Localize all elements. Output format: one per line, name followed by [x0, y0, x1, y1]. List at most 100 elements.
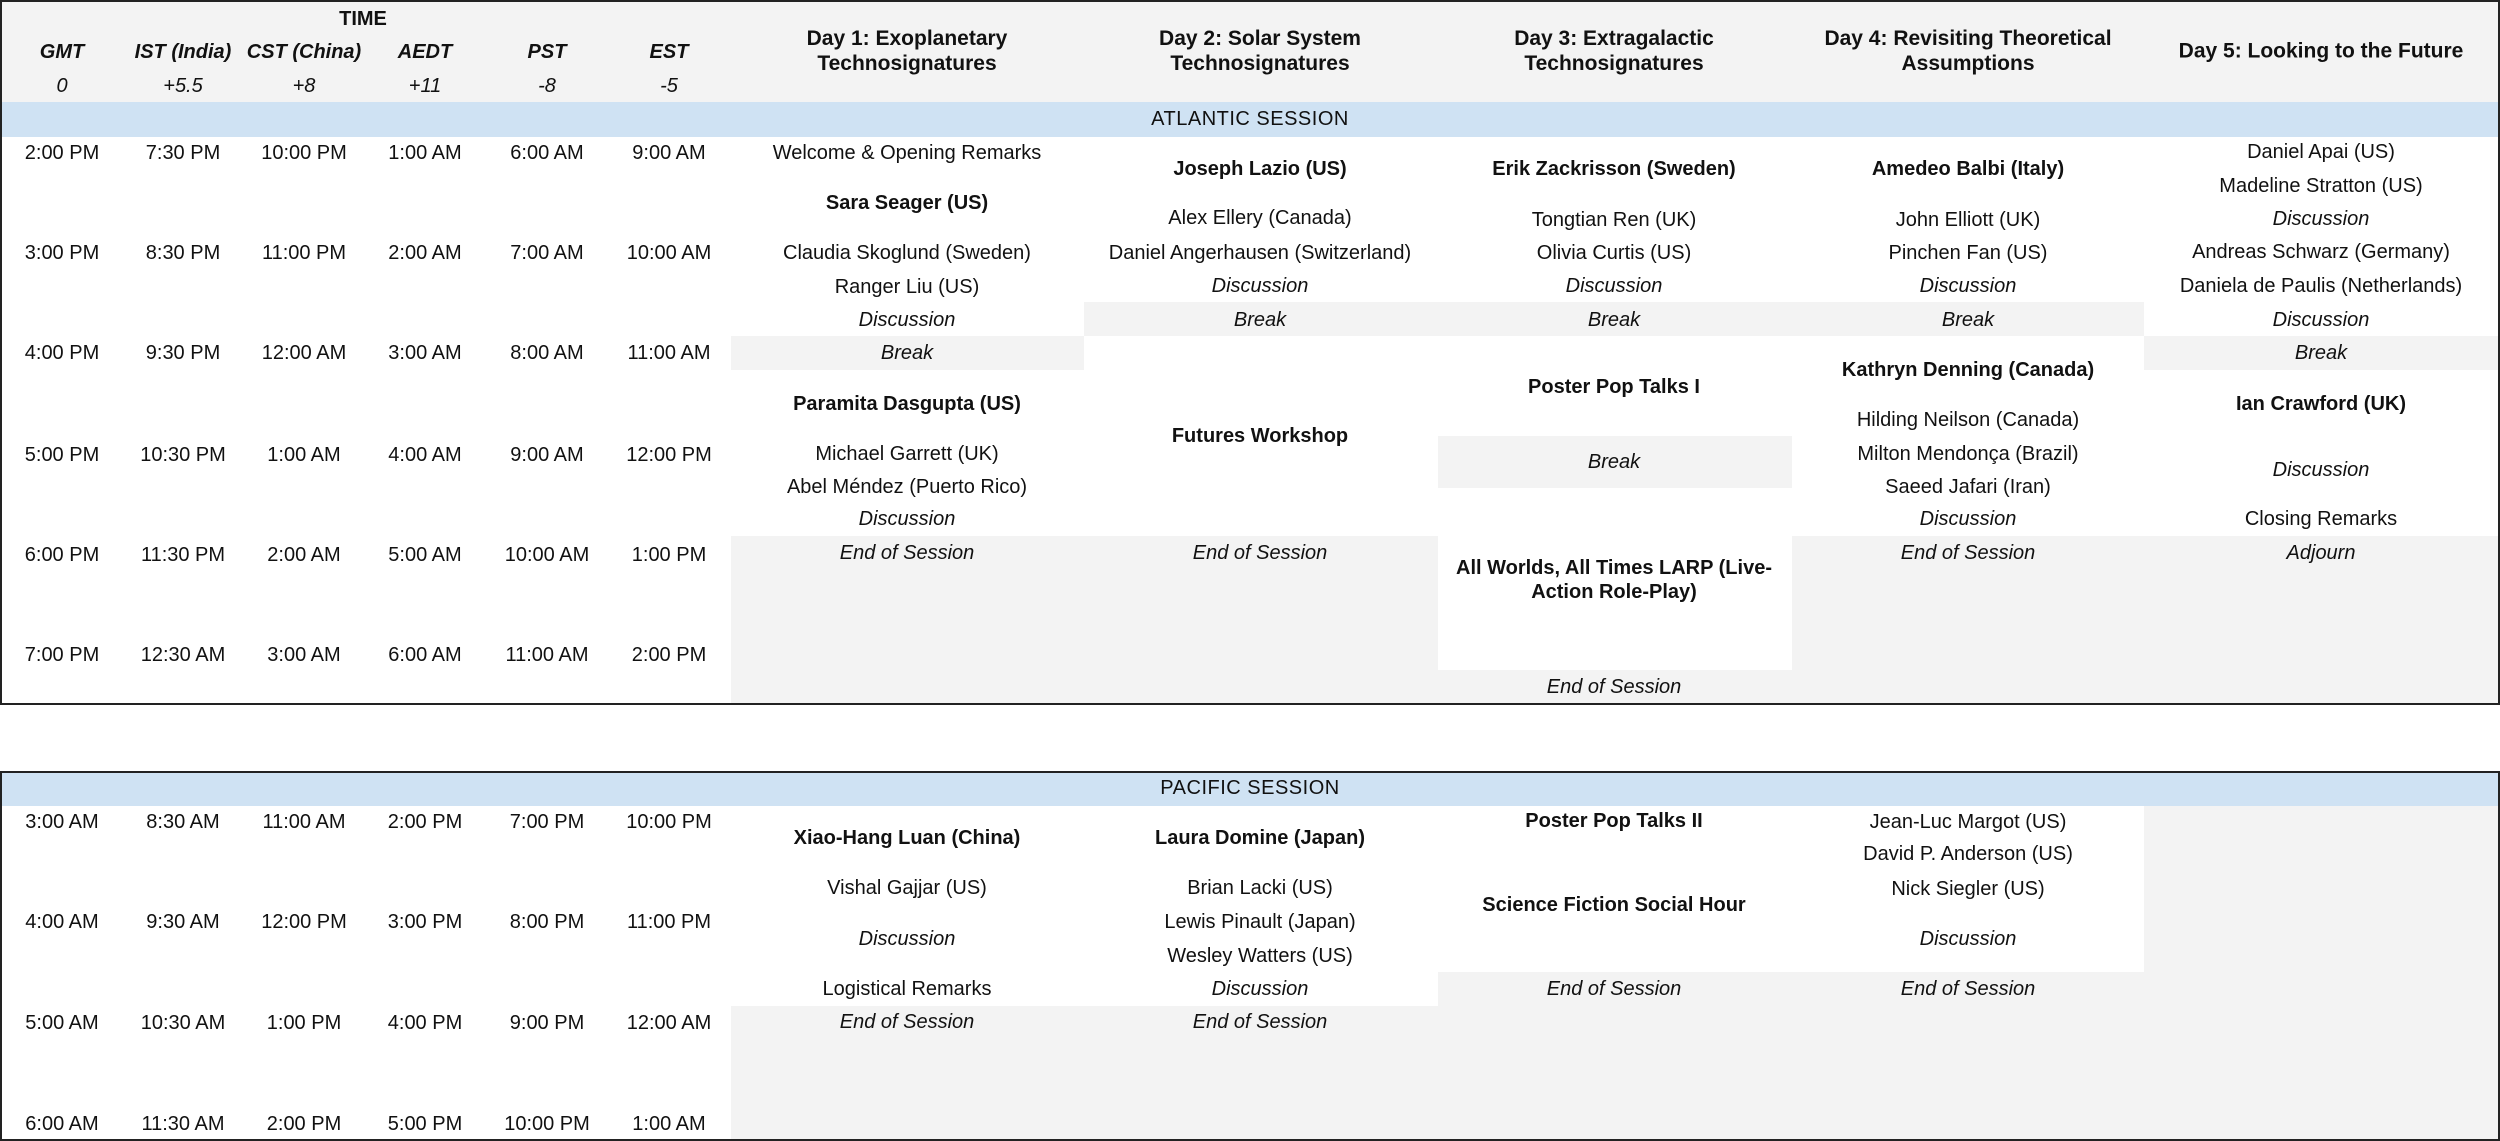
tz-offset-pst: -8 — [538, 75, 556, 97]
time-cell: 10:00 AM — [626, 242, 712, 264]
day4-talk: Saeed Jafari (Iran) — [1885, 476, 2051, 498]
time-cell: 3:00 AM — [267, 644, 341, 666]
time-cell: 7:00 AM — [510, 242, 584, 264]
header-band — [0, 0, 2500, 102]
time-cell: 6:00 AM — [388, 644, 462, 666]
pacific-day5-empty — [2144, 806, 2500, 1141]
pacific-day1-keynote: Xiao-Hang Luan (China) — [793, 827, 1021, 849]
time-cell: 10:30 PM — [140, 444, 226, 466]
day1-talk: Abel Méndez (Puerto Rico) — [786, 476, 1028, 498]
pacific-day2-talk: Brian Lacki (US) — [1187, 877, 1333, 899]
pacific-day1-end: End of Session — [839, 1011, 975, 1033]
pacific-day2-end-area — [1084, 1006, 1438, 1141]
time-cell: 6:00 AM — [510, 142, 584, 164]
time-cell: 2:00 PM — [387, 811, 463, 833]
tz-gmt: GMT — [39, 41, 85, 63]
day4-end: End of Session — [1900, 542, 2036, 564]
time-cell: 9:30 AM — [146, 911, 220, 933]
time-cell: 11:30 AM — [141, 1113, 225, 1135]
time-cell: 2:00 PM — [631, 644, 707, 666]
day1-discussion: Discussion — [858, 309, 956, 331]
time-cell: 2:00 PM — [266, 1113, 342, 1135]
time-cell: 7:30 PM — [145, 142, 221, 164]
time-cell: 4:00 AM — [388, 444, 462, 466]
time-cell: 10:00 AM — [504, 544, 590, 566]
day3-larp-cell — [1438, 536, 1792, 670]
pacific-day3-end: End of Session — [1546, 978, 1682, 1000]
day1-welcome: Welcome & Opening Remarks — [772, 142, 1042, 164]
time-cell: 12:00 PM — [626, 444, 712, 466]
time-cell: 5:00 PM — [24, 444, 100, 466]
day3-keynote: Erik Zackrisson (Sweden) — [1492, 158, 1736, 180]
time-cell: 1:00 PM — [631, 544, 707, 566]
time-cell: 1:00 AM — [267, 444, 341, 466]
time-cell: 1:00 PM — [266, 1012, 342, 1034]
tz-est: EST — [649, 41, 689, 63]
atlantic-session-label: ATLANTIC SESSION — [1151, 108, 1349, 130]
day4-discussion: Discussion — [1919, 508, 2017, 530]
time-cell: 12:30 AM — [140, 644, 226, 666]
day3-discussion: Discussion — [1565, 275, 1663, 297]
day5-adjourn: Adjourn — [2286, 542, 2356, 564]
day5-talk: Daniel Apai (US) — [2247, 141, 2395, 163]
time-cell: 3:00 AM — [25, 811, 99, 833]
time-cell: 3:00 PM — [387, 911, 463, 933]
time-cell: 1:00 AM — [632, 1113, 706, 1135]
time-cell: 2:00 PM — [24, 142, 100, 164]
day5-talk: Andreas Schwarz (Germany) — [2192, 241, 2450, 263]
time-cell: 8:30 PM — [145, 242, 221, 264]
tz-offset-aedt: +11 — [408, 75, 442, 97]
day1-break-cell — [731, 336, 1084, 370]
time-cell: 9:00 AM — [632, 142, 706, 164]
day1-talk: Claudia Skoglund (Sweden) — [783, 242, 1031, 264]
tz-offset-cst: +8 — [292, 75, 316, 97]
tz-aedt: AEDT — [397, 41, 453, 63]
time-cell: 7:00 PM — [24, 644, 100, 666]
day3-end: End of Session — [1546, 676, 1682, 698]
day2-header: Day 2: Solar System Technosignatures — [1159, 27, 1361, 75]
time-cell: 10:30 AM — [140, 1012, 226, 1034]
day1-talk: Ranger Liu (US) — [834, 276, 980, 298]
time-cell: 11:30 PM — [140, 544, 226, 566]
day5-keynote: Ian Crawford (UK) — [2236, 393, 2406, 415]
time-cell: 9:00 PM — [509, 1012, 585, 1034]
day2-end: End of Session — [1192, 542, 1328, 564]
time-cell: 2:00 AM — [388, 242, 462, 264]
day5-discussion: Discussion — [2272, 459, 2370, 481]
pacific-day2-discussion: Discussion — [1211, 978, 1309, 1000]
tz-ist: IST (India) — [134, 41, 232, 63]
time-cell: 8:00 AM — [510, 342, 584, 364]
time-cell: 6:00 AM — [25, 1113, 99, 1135]
day5-closing: Closing Remarks — [2244, 508, 2398, 530]
tz-pst: PST — [527, 41, 567, 63]
day2-talk: Daniel Angerhausen (Switzerland) — [1108, 242, 1412, 264]
pacific-day1-discussion: Discussion — [858, 928, 956, 950]
day4-talk: Hilding Neilson (Canada) — [1856, 409, 2080, 431]
day1-break: Break — [880, 342, 934, 364]
day4-break: Break — [1941, 309, 1995, 331]
pacific-day4-talk: Jean-Luc Margot (US) — [1869, 811, 2067, 833]
day4-discussion: Discussion — [1919, 275, 2017, 297]
pacific-day3-4-end-area — [1438, 972, 2144, 1141]
time-cell: 11:00 AM — [505, 644, 589, 666]
atlantic-session-band — [0, 102, 2500, 137]
time-cell: 11:00 PM — [626, 911, 712, 933]
day2-talk: Alex Ellery (Canada) — [1168, 207, 1352, 229]
tz-offset-est: -5 — [660, 75, 678, 97]
pacific-day1-remarks: Logistical Remarks — [822, 978, 992, 1000]
pacific-day2-talk: Lewis Pinault (Japan) — [1164, 911, 1356, 933]
pacific-session-band — [0, 772, 2500, 806]
time-cell: 10:00 PM — [626, 811, 712, 833]
day5-header: Day 5: Looking to the Future — [2178, 39, 2464, 63]
time-cell: 8:00 PM — [509, 911, 585, 933]
day2-workshop: Futures Workshop — [1171, 425, 1349, 447]
time-cell: 1:00 AM — [388, 142, 462, 164]
day2-break: Break — [1233, 309, 1287, 331]
time-header: TIME — [339, 8, 387, 30]
day3-talk: Tongtian Ren (UK) — [1531, 209, 1697, 231]
day4-talk: Pinchen Fan (US) — [1888, 242, 2048, 264]
time-cell: 8:30 AM — [146, 811, 220, 833]
time-cell: 9:30 PM — [145, 342, 221, 364]
day1-keynote: Paramita Dasgupta (US) — [793, 393, 1021, 415]
pacific-day3-scifi-hour: Science Fiction Social Hour — [1482, 894, 1746, 916]
